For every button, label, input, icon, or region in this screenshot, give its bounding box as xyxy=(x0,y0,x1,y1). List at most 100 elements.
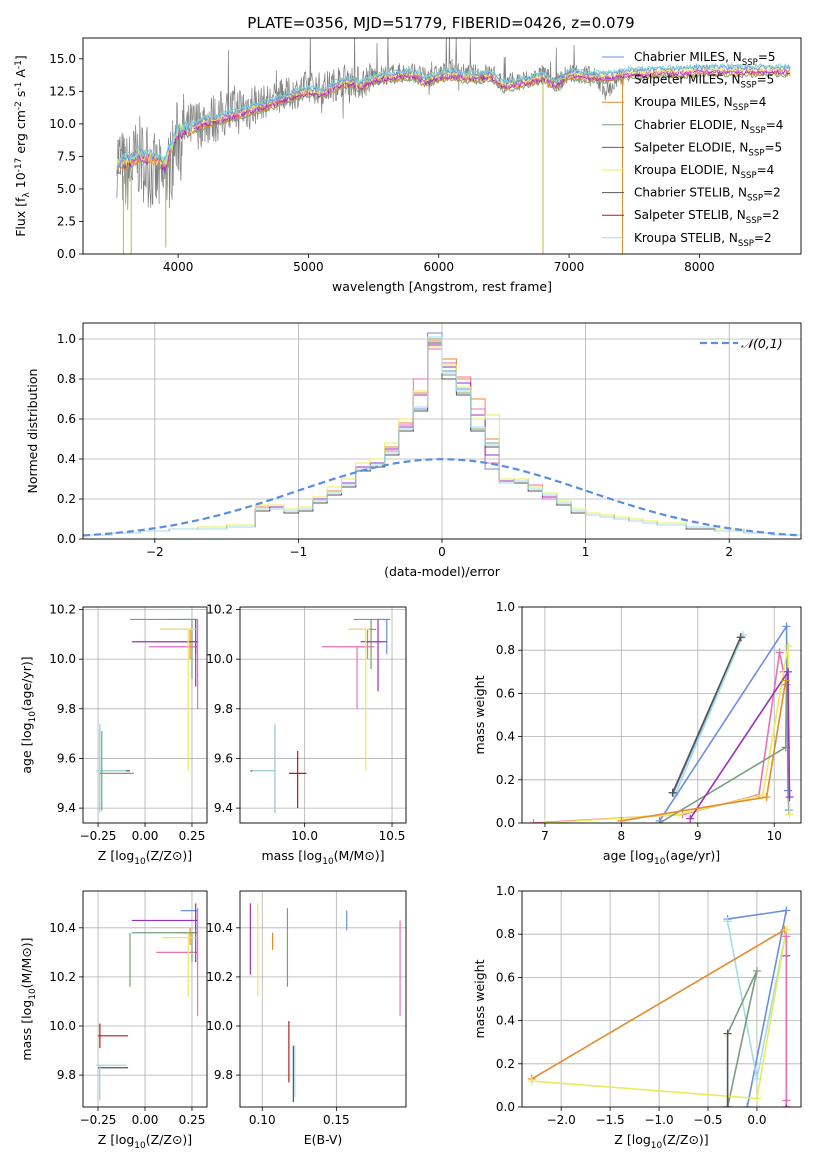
weight-line xyxy=(671,636,742,794)
weight-marker xyxy=(723,917,732,926)
plot-area xyxy=(96,618,199,814)
y-tick-label: 10.0 xyxy=(206,652,233,666)
weight-marker xyxy=(782,932,791,941)
x-tick-label: 2 xyxy=(725,545,733,559)
residual-legend: 𝒩(0,1) xyxy=(700,336,783,351)
y-axis-label: mass weight xyxy=(472,675,487,754)
weight-marker xyxy=(784,667,793,676)
figure-title: PLATE=0356, MJD=51779, FIBERID=0426, z=0… xyxy=(247,14,634,32)
histogram-step xyxy=(83,336,801,539)
legend-label: Salpeter ELODIE, NSSP=5 xyxy=(634,140,782,158)
plot-area xyxy=(83,332,801,539)
weight-marker xyxy=(723,1029,732,1038)
weight-marker xyxy=(752,1094,761,1103)
weight-marker xyxy=(527,1077,536,1086)
grid xyxy=(240,891,406,1107)
y-tick-label: 0.2 xyxy=(496,1057,515,1071)
weight-line xyxy=(659,684,788,823)
x-axis-label: mass [log10(M/M⊙)] xyxy=(261,848,384,867)
weight-marker xyxy=(752,966,761,975)
legend-label: 𝒩(0,1) xyxy=(741,336,783,351)
legend-label: Chabrier ELODIE, NSSP=4 xyxy=(634,118,783,136)
x-axis-label: wavelength [Angstrom, rest frame] xyxy=(332,279,552,294)
y-axis-label: mass weight xyxy=(472,959,487,1038)
y-tick-label: 0.4 xyxy=(496,730,515,744)
y-tick-label: 1.0 xyxy=(496,884,515,898)
spectrum-model-line xyxy=(116,62,791,167)
weight-marker xyxy=(784,786,793,795)
x-tick-label: 10.0 xyxy=(291,829,318,843)
y-tick-label: 10.2 xyxy=(206,602,233,616)
x-tick-label: −2 xyxy=(146,545,164,559)
x-tick-label: 7000 xyxy=(554,260,585,274)
legend-label: Salpeter STELIB, NSSP=2 xyxy=(634,208,780,226)
weight-marker xyxy=(743,1103,752,1107)
plot-area xyxy=(250,618,391,814)
weight-marker xyxy=(775,648,784,657)
panel-spectrum: 4000 5000 6000 7000 8000 0.0 2.5 5.0 7.5 10.0 12.5… xyxy=(13,37,802,294)
x-tick-label: −0.25 xyxy=(80,829,117,843)
weight-marker xyxy=(782,680,791,689)
y-tick-label: 9.6 xyxy=(57,751,76,765)
y-tick-label: 0.8 xyxy=(57,372,76,386)
y-tick-label: 9.8 xyxy=(214,702,233,716)
axes-frame xyxy=(82,890,208,1108)
y-tick-label: 0.2 xyxy=(57,492,76,506)
x-tick-label: 7 xyxy=(541,829,549,843)
weight-marker xyxy=(784,641,793,650)
y-tick-label: 9.6 xyxy=(214,751,233,765)
y-tick-label: 0.8 xyxy=(496,927,515,941)
x-axis-label: Z [log10(Z/Z⊙)] xyxy=(98,1132,192,1151)
legend-label: Chabrier STELIB, NSSP=2 xyxy=(634,186,781,204)
x-tick-label: 5000 xyxy=(293,260,324,274)
weight-marker xyxy=(782,906,791,915)
weight-line xyxy=(533,652,785,823)
y-tick-label: 1.0 xyxy=(57,332,76,346)
weight-marker xyxy=(617,816,626,823)
y-tick-label: 9.8 xyxy=(214,1068,233,1082)
weight-marker xyxy=(529,819,538,823)
grid xyxy=(522,890,801,1108)
y-tick-label: 10.4 xyxy=(206,921,233,935)
y-tick-label: 7.5 xyxy=(57,149,76,163)
axes-frame xyxy=(521,890,802,1108)
weight-line xyxy=(658,623,790,822)
x-axis-label: (data-model)/error xyxy=(384,564,501,579)
axes-frame xyxy=(82,322,802,540)
x-tick-label: −1.5 xyxy=(596,1113,625,1127)
plot-area xyxy=(527,906,791,1107)
y-tick-label: 0.2 xyxy=(496,773,515,787)
axes-frame xyxy=(521,606,802,824)
x-tick-label: −1.0 xyxy=(644,1113,673,1127)
y-tick-label: 9.8 xyxy=(57,1068,76,1082)
x-tick-label: −2.0 xyxy=(547,1113,576,1127)
y-tick-label: 0.0 xyxy=(496,816,515,830)
y-tick-label: 9.4 xyxy=(214,801,233,815)
x-tick-label: 0.10 xyxy=(249,1113,276,1127)
weight-marker xyxy=(781,676,790,685)
y-tick-label: 5.0 xyxy=(57,182,76,196)
x-tick-label: 0.0 xyxy=(747,1113,766,1127)
plot-area xyxy=(116,38,791,254)
weight-marker xyxy=(655,819,664,823)
panels: 4000 5000 6000 7000 80000.02.55.07.510.012.5… xyxy=(13,37,802,1151)
weight-marker xyxy=(723,1103,732,1107)
weight-marker xyxy=(785,793,794,802)
spectrum-data-line xyxy=(116,38,624,211)
x-tick-label: 10.5 xyxy=(379,829,406,843)
weight-line xyxy=(726,970,758,1107)
weight-marker xyxy=(736,633,745,642)
y-axis-label: Flux [fλ 10-17 erg cm-2 s-1 A-1] xyxy=(13,55,32,237)
y-tick-label: 9.4 xyxy=(57,801,76,815)
grid xyxy=(240,607,406,823)
y-axis-label: Normed distribution xyxy=(25,369,40,494)
x-tick-label: −0.25 xyxy=(80,1113,117,1127)
plot-area xyxy=(96,903,199,1100)
x-tick-label: 4000 xyxy=(163,260,194,274)
y-axis-label: age [log10(age/yr)] xyxy=(19,656,38,773)
x-tick-label: 8 xyxy=(618,829,626,843)
plot-area xyxy=(529,622,794,823)
x-tick-label: 8000 xyxy=(684,260,715,274)
weight-marker xyxy=(762,793,771,802)
